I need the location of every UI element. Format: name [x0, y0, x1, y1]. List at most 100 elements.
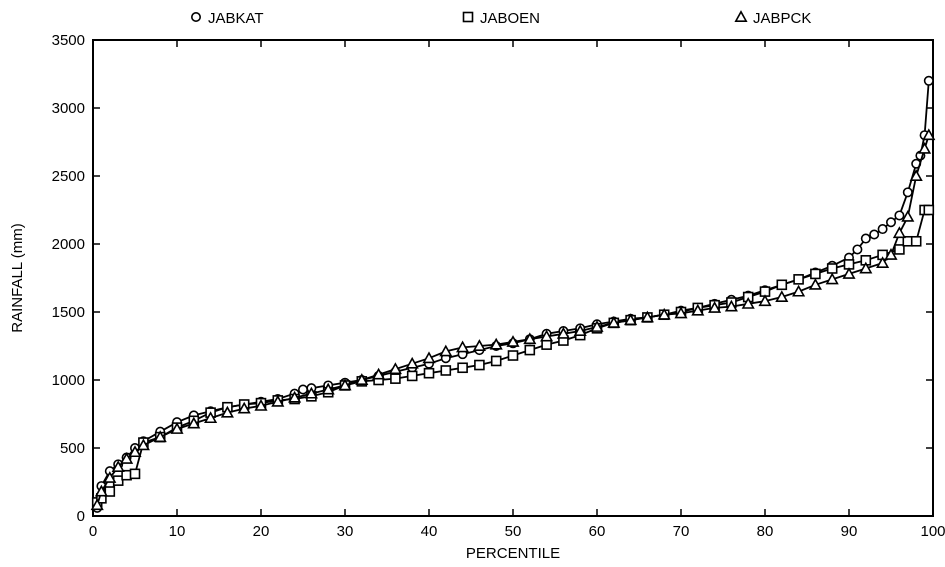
data-point-jabpck [204, 411, 218, 424]
data-point-jabpck [724, 299, 738, 312]
data-point-jabpck [792, 284, 806, 297]
data-point-jabpck [187, 416, 201, 429]
x-tick-label: 40 [421, 523, 438, 540]
data-point-jabpck [540, 329, 554, 342]
data-point-jabkat [894, 210, 905, 221]
x-tick-label: 90 [841, 523, 858, 540]
data-point-jabpck [674, 306, 688, 319]
data-point-jabpck [884, 248, 898, 260]
legend-marker-jabpck [734, 10, 748, 22]
data-point-jaboen [894, 244, 905, 255]
x-tick-label: 30 [337, 523, 354, 540]
x-tick-label: 80 [757, 523, 774, 540]
legend-marker-jaboen [462, 11, 474, 23]
data-point-jabpck [758, 294, 772, 307]
data-point-jabkat [860, 233, 871, 244]
y-tick-label: 3000 [52, 100, 85, 117]
data-point-jabpck [523, 332, 537, 345]
data-point-jabpck [808, 277, 822, 290]
data-point-jabpck [892, 226, 906, 239]
data-point-jabpck [128, 445, 142, 458]
ticks: 0 10 20 30 40 50 60 70 80 90 100050010001500200025… [52, 32, 945, 540]
legend-marker-jabkat [191, 12, 202, 22]
data-point-jabpck [657, 307, 671, 320]
data-point-jabpck [271, 394, 285, 407]
y-tick-label: 1000 [52, 372, 85, 389]
data-point-jabpck [321, 382, 335, 395]
series-jaboen [91, 204, 935, 508]
data-point-jabpck [918, 141, 932, 154]
data-point-jaboen [826, 263, 838, 274]
data-point-jabpck [842, 267, 856, 279]
data-point-jabpck [94, 484, 108, 497]
data-point-jaboen [104, 486, 116, 497]
data-point-jabpck [741, 296, 755, 309]
y-tick-label: 3500 [52, 32, 85, 49]
data-point-jaboen [524, 344, 536, 356]
x-tick-label: 0 [89, 523, 97, 540]
legend-entry-jaboen: JABOEN [462, 10, 540, 27]
data-point-jaboen [490, 355, 502, 367]
data-point-jabpck [775, 290, 789, 303]
data-point-jaboen [541, 339, 552, 350]
data-point-jabpck [439, 344, 453, 357]
data-point-jaboen [474, 359, 485, 371]
y-tick-label: 2500 [52, 168, 85, 185]
data-point-jabpck [624, 313, 638, 326]
data-point-jabpck [556, 326, 570, 339]
data-point-jaboen [129, 468, 141, 480]
data-point-jabpck [506, 335, 520, 347]
data-point-jabpck [338, 378, 352, 391]
x-tick-label: 60 [589, 523, 606, 540]
x-tick-label: 100 [920, 523, 945, 540]
data-point-jabkat [923, 75, 934, 86]
data-point-jabpck [254, 398, 268, 411]
legend-label-jaboen: JABOEN [480, 10, 540, 27]
data-point-jabpck [120, 452, 134, 464]
plot-frame [92, 39, 934, 517]
data-point-jabpck [708, 301, 722, 313]
data-point-jabpck [355, 373, 369, 385]
data-point-jabpck [170, 422, 184, 434]
data-point-jaboen [457, 362, 468, 374]
data-point-jabpck [691, 303, 705, 316]
x-tick-label: 20 [253, 523, 270, 540]
data-point-jabpck [136, 438, 150, 451]
legend-label-jabkat: JABKAT [208, 10, 264, 27]
data-point-jabpck [422, 351, 436, 364]
y-axis-title: RAINFALL (mm) [9, 223, 26, 332]
data-point-jabpck [859, 261, 873, 274]
data-point-jaboen [810, 268, 821, 280]
data-point-jaboen [423, 367, 435, 379]
data-point-jabkat [852, 244, 863, 255]
data-point-jaboen [440, 365, 452, 376]
data-point-jabkat [877, 224, 888, 235]
data-point-jabpck [456, 340, 470, 353]
data-point-jabpck [901, 209, 915, 222]
data-point-jabpck [573, 324, 587, 337]
data-point-jaboen [390, 373, 401, 384]
data-point-jabpck [922, 128, 936, 141]
data-point-jaboen [507, 350, 519, 361]
series-line-jabpck [96, 134, 930, 506]
data-point-jabkat [885, 217, 896, 228]
data-point-jabpck [90, 498, 104, 511]
y-tick-label: 1500 [52, 304, 85, 321]
data-point-jabpck [237, 401, 251, 414]
x-tick-label: 50 [505, 523, 522, 540]
data-point-jaboen [776, 279, 788, 291]
y-tick-label: 0 [77, 508, 85, 525]
data-point-jaboen [793, 274, 804, 285]
series-jabpck [90, 128, 936, 511]
y-tick-label: 2000 [52, 236, 85, 253]
data-point-jabpck [489, 337, 503, 350]
data-point-jabpck [288, 390, 302, 403]
legend-label-jabpck: JABPCK [753, 10, 811, 27]
data-point-jabkat [297, 384, 308, 395]
data-point-jabkat [902, 187, 913, 198]
data-point-jabpck [111, 460, 125, 473]
data-point-jabpck [372, 367, 386, 380]
legend-entry-jabpck: JABPCK [734, 10, 811, 27]
data-point-jabpck [876, 256, 890, 269]
